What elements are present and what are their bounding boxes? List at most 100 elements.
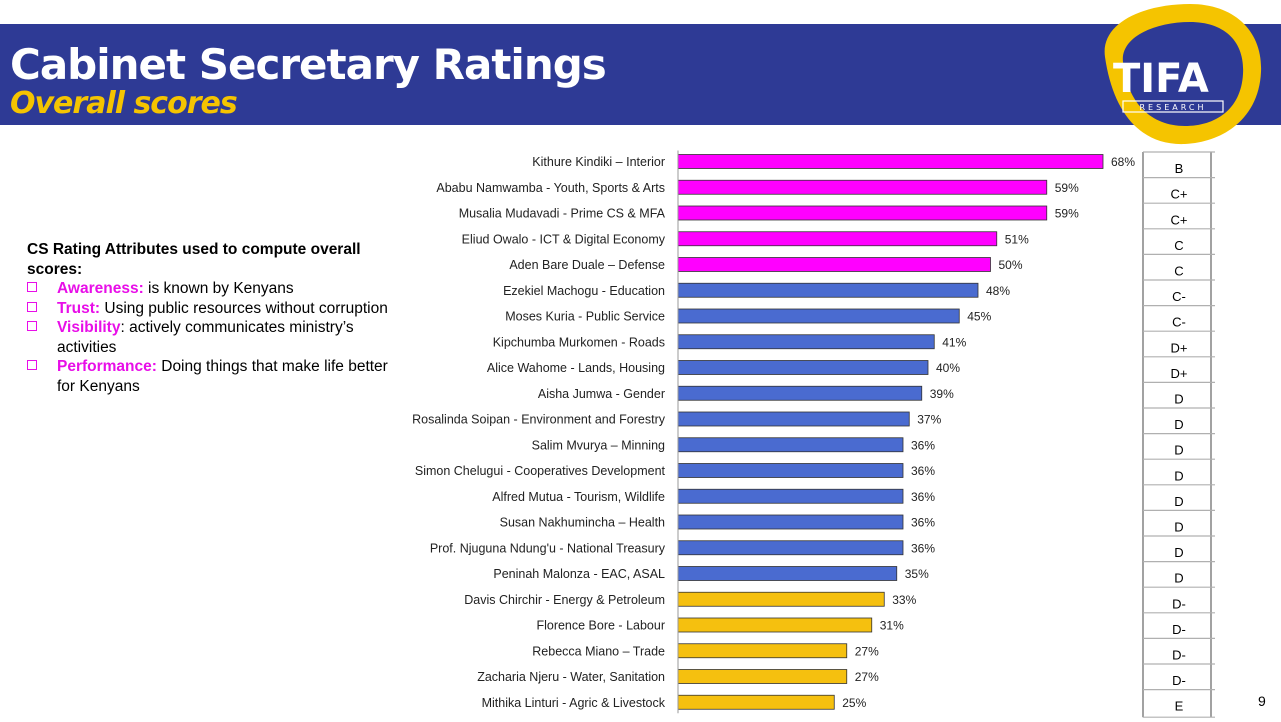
data-label: 27% bbox=[855, 644, 879, 658]
grade-label: D bbox=[1174, 392, 1183, 407]
attribute-desc: is known by Kenyans bbox=[143, 280, 294, 297]
bar bbox=[677, 205, 1048, 221]
grade-label: D bbox=[1174, 443, 1183, 458]
checkbox-bullet-icon bbox=[27, 360, 37, 370]
data-label: 39% bbox=[930, 387, 954, 401]
data-label: 59% bbox=[1055, 181, 1079, 195]
category-label: Zacharia Njeru - Water, Sanitation bbox=[477, 670, 665, 684]
category-label: Aden Bare Duale – Defense bbox=[509, 258, 665, 272]
grade-label: D- bbox=[1172, 673, 1186, 688]
attribute-item-trust: Trust: Using public resources without co… bbox=[27, 299, 397, 319]
grade-label: C+ bbox=[1171, 212, 1188, 227]
data-label: 36% bbox=[911, 516, 935, 530]
logo-subtext: RESEARCH bbox=[1140, 103, 1207, 112]
attribute-desc: : actively communicates ministry’s activ… bbox=[57, 319, 354, 356]
data-label: 33% bbox=[892, 593, 916, 607]
data-label: 36% bbox=[911, 438, 935, 452]
data-label: 25% bbox=[842, 696, 866, 710]
grade-label: D+ bbox=[1171, 366, 1188, 381]
data-label: 27% bbox=[855, 670, 879, 684]
bar bbox=[677, 694, 835, 710]
data-label: 59% bbox=[1055, 207, 1079, 221]
checkbox-bullet-icon bbox=[27, 321, 37, 331]
bar bbox=[677, 308, 960, 324]
category-label: Alice Wahome - Lands, Housing bbox=[487, 361, 665, 375]
data-label: 31% bbox=[880, 619, 904, 633]
bar bbox=[677, 360, 929, 375]
category-label: Kithure Kindiki – Interior bbox=[532, 155, 665, 169]
data-label: 40% bbox=[936, 361, 960, 375]
logo-core bbox=[1122, 22, 1244, 126]
page-subtitle: Overall scores bbox=[10, 86, 238, 121]
logo-band bbox=[1122, 100, 1224, 113]
bar bbox=[677, 437, 904, 453]
bar bbox=[677, 566, 898, 581]
grade-label: D bbox=[1174, 545, 1183, 560]
category-label: Mithika Linturi - Agric & Livestock bbox=[482, 696, 666, 710]
tifa-logo: TIFA RESEARCH bbox=[1104, 4, 1262, 145]
grade-label: D bbox=[1174, 494, 1183, 509]
category-label: Florence Bore - Labour bbox=[536, 619, 665, 633]
category-label: Moses Kuria - Public Service bbox=[505, 310, 665, 324]
checkbox-bullet-icon bbox=[27, 282, 37, 292]
category-label: Davis Chirchir - Energy & Petroleum bbox=[464, 593, 665, 607]
category-label: Aisha Jumwa - Gender bbox=[538, 387, 665, 401]
data-label: 50% bbox=[999, 258, 1023, 272]
grade-label: D bbox=[1174, 417, 1183, 432]
attribute-item-performance: Performance: Doing things that make life… bbox=[27, 357, 397, 396]
attribute-term: Visibility bbox=[57, 319, 121, 336]
logo-text: TIFA bbox=[1113, 56, 1209, 102]
data-label: 35% bbox=[905, 567, 929, 581]
attribute-term: Performance: bbox=[57, 358, 157, 375]
grade-label: D+ bbox=[1171, 340, 1188, 355]
category-label: Salim Mvurya – Minning bbox=[532, 438, 665, 452]
grade-label: D- bbox=[1172, 596, 1186, 611]
data-label: 36% bbox=[911, 490, 935, 504]
checkbox-bullet-icon bbox=[27, 301, 37, 312]
category-label: Musalia Mudavadi - Prime CS & MFA bbox=[459, 207, 666, 221]
category-label: Rebecca Miano – Trade bbox=[532, 644, 665, 658]
bar bbox=[677, 540, 904, 556]
bar bbox=[677, 669, 848, 684]
grade-label: C bbox=[1174, 238, 1183, 253]
data-label: 36% bbox=[911, 464, 935, 478]
data-label: 37% bbox=[917, 413, 941, 427]
bar bbox=[677, 411, 910, 427]
bar bbox=[677, 643, 848, 659]
category-label: Prof. Njuguna Ndung'u - National Treasur… bbox=[430, 541, 666, 555]
attribute-term: Trust: bbox=[57, 299, 101, 317]
attributes-heading: CS Rating Attributes used to compute ove… bbox=[27, 241, 361, 278]
data-label: 41% bbox=[942, 335, 966, 349]
bar bbox=[677, 463, 904, 478]
grade-label: D bbox=[1174, 468, 1183, 483]
data-label: 51% bbox=[1005, 232, 1029, 246]
grade-label: C bbox=[1174, 264, 1183, 279]
category-label: Eliud Owalo - ICT & Digital Economy bbox=[462, 232, 666, 246]
bar bbox=[677, 231, 998, 247]
bar bbox=[677, 617, 873, 633]
attribute-term: Awareness: bbox=[57, 280, 144, 297]
attribute-item-awareness: Awareness: is known by Kenyans bbox=[27, 279, 397, 299]
attribute-desc: Using public resources without corruptio… bbox=[100, 299, 388, 317]
attributes-panel: CS Rating Attributes used to compute ove… bbox=[27, 240, 397, 396]
grade-label: D- bbox=[1172, 648, 1186, 663]
data-label: 48% bbox=[986, 284, 1010, 298]
data-label: 36% bbox=[911, 541, 935, 555]
category-label: Kipchumba Murkomen - Roads bbox=[493, 335, 665, 349]
bar bbox=[677, 591, 885, 607]
header-banner bbox=[0, 24, 1281, 125]
bar bbox=[677, 488, 904, 504]
grade-label: B bbox=[1175, 161, 1184, 176]
category-label: Ezekiel Machogu - Education bbox=[503, 284, 665, 298]
attribute-item-visibility: Visibility: actively communicates minist… bbox=[27, 318, 397, 357]
bar bbox=[677, 514, 904, 530]
grade-label: D bbox=[1174, 571, 1183, 586]
category-label: Susan Nakhumincha – Health bbox=[500, 516, 665, 530]
bar bbox=[677, 154, 1104, 169]
category-label: Peninah Malonza - EAC, ASAL bbox=[493, 567, 665, 581]
bar bbox=[677, 257, 991, 272]
bar bbox=[677, 385, 923, 401]
attribute-desc: Doing things that make life better for K… bbox=[57, 358, 388, 395]
bar bbox=[677, 334, 935, 350]
